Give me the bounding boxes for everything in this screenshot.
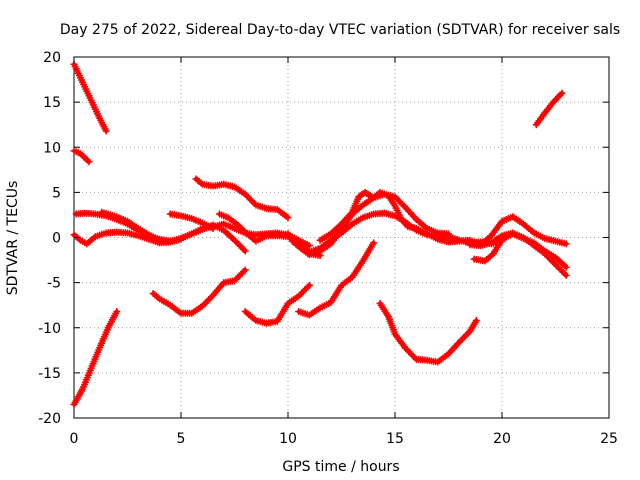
data-point (113, 308, 121, 316)
y-tick-label: -20 (38, 411, 61, 427)
chart-title: Day 275 of 2022, Sidereal Day-to-day VTE… (60, 22, 620, 38)
series-s17 (434, 213, 570, 249)
series-s14 (316, 188, 506, 248)
data-point (562, 240, 570, 248)
data-point (411, 354, 419, 362)
series-s15 (295, 239, 378, 319)
series-s5 (70, 228, 185, 248)
data-point (241, 247, 249, 255)
data-point (472, 317, 480, 325)
series-s16 (376, 299, 480, 366)
x-tick-label: 20 (493, 431, 511, 447)
series-s11 (241, 281, 313, 327)
x-tick-label: 5 (177, 431, 186, 447)
x-tick-label: 25 (600, 431, 618, 447)
x-tick-label: 10 (279, 431, 297, 447)
series-s20 (532, 89, 566, 129)
data-point (370, 239, 378, 247)
data-point (209, 224, 217, 232)
y-tick-label: 5 (52, 185, 61, 201)
series-s7 (166, 210, 217, 232)
data-point (305, 242, 313, 250)
data-point (562, 271, 570, 279)
series-s19 (470, 230, 570, 271)
data-point (250, 199, 258, 207)
data-point (102, 127, 110, 135)
series-s8 (192, 175, 292, 222)
data-point (284, 214, 292, 222)
data-point (85, 158, 93, 166)
data-point (304, 283, 312, 291)
series-s3 (70, 308, 121, 408)
y-tick-label: -15 (38, 366, 61, 382)
x-tick-label: 15 (386, 431, 404, 447)
series-s10 (149, 266, 249, 317)
data-point (445, 230, 452, 238)
axis-ticks: 0 5 10 15 20 25 -20 -15 -10 -5 0 5 10 15 20 (38, 50, 618, 447)
data-marks (70, 60, 570, 408)
x-axis-label: GPS time / hours (282, 459, 399, 475)
data-point (240, 268, 248, 276)
data-point (562, 263, 570, 271)
series-s1 (70, 60, 110, 135)
data-point (558, 89, 566, 97)
series-s2 (70, 147, 93, 166)
data-point (305, 281, 313, 289)
y-tick-label: 0 (52, 231, 61, 247)
y-tick-label: 15 (43, 95, 61, 111)
data-point (561, 270, 569, 278)
data-point (240, 245, 248, 253)
y-tick-label: 10 (43, 140, 61, 156)
data-point (241, 266, 249, 274)
y-tick-label: -5 (47, 276, 61, 292)
x-tick-label: 0 (70, 431, 79, 447)
y-axis-label: SDTVAR / TECUs (5, 181, 21, 296)
y-tick-label: 20 (43, 50, 61, 66)
y-tick-label: -10 (38, 321, 61, 337)
